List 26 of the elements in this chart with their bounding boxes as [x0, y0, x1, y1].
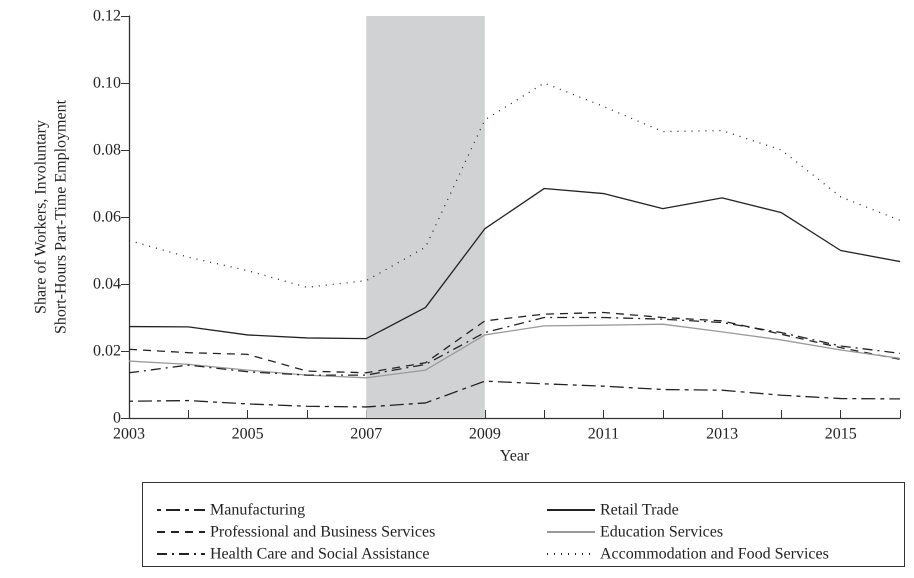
line-series [128, 380, 901, 408]
y-tick-label: 0.02 [93, 342, 121, 360]
y-tick-label: 0.10 [93, 74, 121, 92]
x-tick-label: 2005 [232, 426, 264, 442]
y-tick-label: 0.12 [93, 8, 121, 24]
line-series [128, 82, 901, 288]
y-axis-title: Share of Workers, Involuntary Short-Hours Part-Time Employment [32, 99, 70, 334]
legend-label: Accommodation and Food Services [600, 546, 829, 562]
legend-label: Professional and Business Services [210, 524, 436, 540]
y-tick-label: 0.08 [93, 142, 121, 158]
x-tick-label: 2015 [824, 426, 857, 442]
y-tick-label: 0.06 [93, 208, 121, 226]
line-series [128, 188, 901, 340]
x-tick-label: 2011 [588, 426, 620, 442]
legend-label: Education Services [600, 524, 724, 540]
legend-label: Health Care and Social Assistance [210, 546, 430, 562]
x-tick-label: 2003 [113, 426, 145, 442]
x-tick-label: 2013 [706, 426, 738, 442]
x-axis-title: Year [500, 448, 530, 464]
legend-label: Manufacturing [210, 502, 306, 518]
legend-label: Retail Trade [600, 502, 679, 518]
y-tick-label: 0 [113, 410, 121, 426]
y-tick-label: 0.04 [93, 276, 121, 292]
line-series [128, 324, 901, 378]
x-tick-label: 2007 [350, 426, 382, 442]
x-tick-label: 2009 [468, 426, 501, 442]
